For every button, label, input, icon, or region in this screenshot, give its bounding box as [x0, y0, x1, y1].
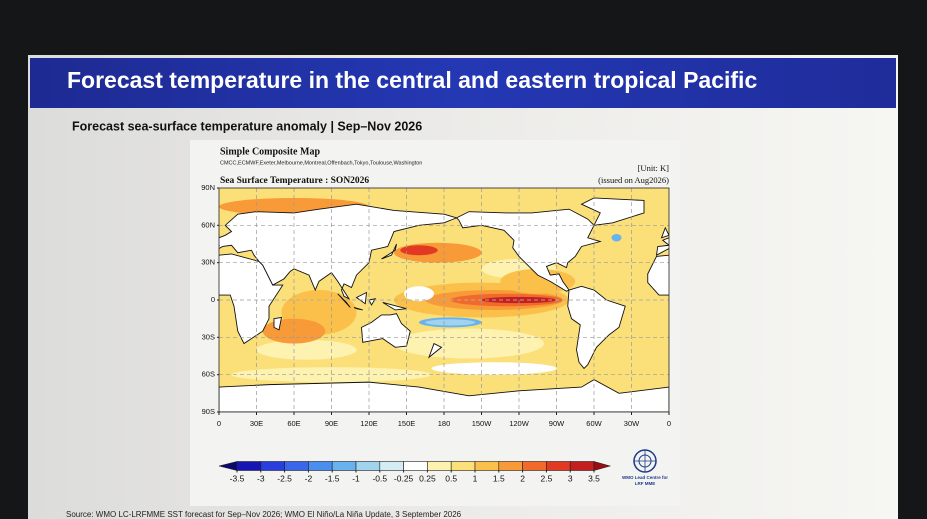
lon-label: 30W — [624, 419, 640, 428]
colorbar-segment — [546, 461, 571, 471]
colorbar-label: 3 — [568, 473, 573, 483]
model-list: CMCC,ECMWF,Exeter,Melbourne,Montreal,Off… — [220, 160, 422, 166]
lat-label: 30S — [202, 332, 215, 341]
colorbar-label: 0.5 — [445, 473, 457, 483]
lon-label: 150E — [398, 419, 416, 428]
lon-label: 180 — [438, 419, 451, 428]
colorbar-label: 1 — [473, 473, 478, 483]
unit: [Unit: K] — [638, 163, 670, 173]
colorbar-label: 0.25 — [419, 473, 436, 483]
colorbar-segment — [260, 461, 285, 471]
colorbar-segment — [474, 461, 500, 471]
colorbar-label: 3.5 — [588, 473, 600, 483]
logo-text: LRF MME — [635, 481, 656, 486]
colorbar-segment — [450, 461, 476, 471]
colorbar-segment — [522, 461, 547, 471]
lat-label: 30N — [201, 258, 215, 267]
colorbar-segment — [355, 461, 381, 471]
slide-subtitle: Forecast sea-surface temperature anomaly… — [72, 119, 422, 133]
issued: (issued on Aug2026) — [598, 175, 669, 185]
header-bar — [30, 58, 896, 108]
colorbar-segment — [331, 461, 357, 471]
lat-label: 60S — [202, 370, 215, 379]
colorbar-label: -0.25 — [394, 473, 414, 483]
colorbar-segment — [498, 461, 523, 471]
lon-label: 60E — [287, 419, 300, 428]
lon-label: 30E — [250, 419, 263, 428]
lat-label: 90S — [202, 407, 215, 416]
colorbar-label: -0.5 — [372, 473, 387, 483]
lon-label: 90E — [325, 419, 338, 428]
colorbar-label: -2 — [305, 473, 313, 483]
colorbar-segment — [403, 461, 428, 471]
colorbar-segment — [379, 461, 404, 471]
lon-label: 120W — [509, 419, 530, 428]
logo-text: WMO Lead Centre for — [622, 475, 668, 480]
colorbar-label: 2 — [520, 473, 525, 483]
slide-title: Forecast temperature in the central and … — [67, 67, 757, 93]
colorbar-label: -3.5 — [230, 473, 245, 483]
colorbar-label: -1.5 — [325, 473, 340, 483]
colorbar-label: -1 — [352, 473, 360, 483]
map — [219, 188, 669, 412]
lon-label: 120E — [360, 419, 378, 428]
wmo-logo — [633, 449, 657, 473]
colorbar-segment — [284, 461, 309, 471]
lat-label: 0 — [211, 295, 215, 304]
figure-heading: Simple Composite Map — [220, 146, 320, 157]
colorbar-label: -2.5 — [277, 473, 292, 483]
colorbar-segment — [308, 461, 333, 471]
lon-label: 0 — [667, 419, 671, 428]
colorbar-segment — [236, 461, 262, 471]
colorbar-label: 2.5 — [540, 473, 552, 483]
source-note: Source: WMO LC-LRFMME SST forecast for S… — [66, 510, 462, 519]
colorbar-label: 1.5 — [493, 473, 505, 483]
colorbar-segment — [569, 461, 595, 471]
colorbar-segment — [427, 461, 452, 471]
lat-label: 90N — [201, 183, 215, 192]
colorbar-label: -3 — [257, 473, 265, 483]
graticule — [219, 188, 669, 412]
colorbar-arrow — [593, 461, 612, 471]
lon-label: 150W — [472, 419, 493, 428]
lon-label: 90W — [549, 419, 565, 428]
map-title: Sea Surface Temperature : SON2026 — [220, 176, 369, 186]
lat-label: 60N — [201, 220, 215, 229]
lon-label: 60W — [586, 419, 602, 428]
lon-label: 0 — [217, 419, 221, 428]
